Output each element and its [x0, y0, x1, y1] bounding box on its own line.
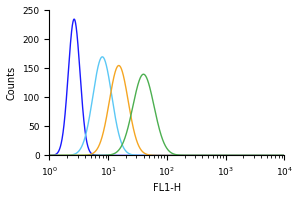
secondary only: [283, 154, 286, 157]
Y-axis label: Counts: Counts: [7, 66, 17, 100]
DR6 antibody: [48, 154, 51, 157]
Line: secondary only: secondary only: [50, 57, 284, 155]
isotype control: [88, 153, 92, 156]
secondary only: [74, 152, 78, 154]
Line: control: control: [50, 19, 284, 155]
isotype control: [253, 154, 256, 157]
control: [278, 154, 282, 157]
isotype control: [278, 154, 282, 157]
control: [283, 154, 286, 157]
control: [74, 27, 78, 30]
isotype control: [74, 154, 78, 157]
DR6 antibody: [278, 154, 282, 157]
isotype control: [138, 147, 142, 149]
X-axis label: FL1-H: FL1-H: [153, 183, 181, 193]
secondary only: [278, 154, 282, 157]
DR6 antibody: [74, 154, 78, 157]
secondary only: [100, 56, 104, 58]
DR6 antibody: [88, 154, 92, 157]
control: [88, 151, 92, 153]
secondary only: [148, 154, 152, 157]
Line: DR6 antibody: DR6 antibody: [50, 74, 284, 155]
control: [48, 154, 51, 157]
isotype control: [283, 154, 286, 157]
isotype control: [148, 154, 152, 156]
DR6 antibody: [283, 154, 286, 157]
secondary only: [48, 154, 51, 157]
control: [148, 154, 152, 157]
isotype control: [117, 64, 121, 67]
control: [253, 154, 256, 157]
DR6 antibody: [142, 73, 145, 75]
secondary only: [138, 154, 142, 157]
secondary only: [253, 154, 256, 157]
control: [138, 154, 142, 157]
secondary only: [88, 111, 92, 114]
DR6 antibody: [148, 87, 152, 89]
isotype control: [48, 154, 51, 157]
control: [72, 18, 76, 20]
DR6 antibody: [138, 78, 141, 81]
Line: isotype control: isotype control: [50, 66, 284, 155]
DR6 antibody: [253, 154, 256, 157]
